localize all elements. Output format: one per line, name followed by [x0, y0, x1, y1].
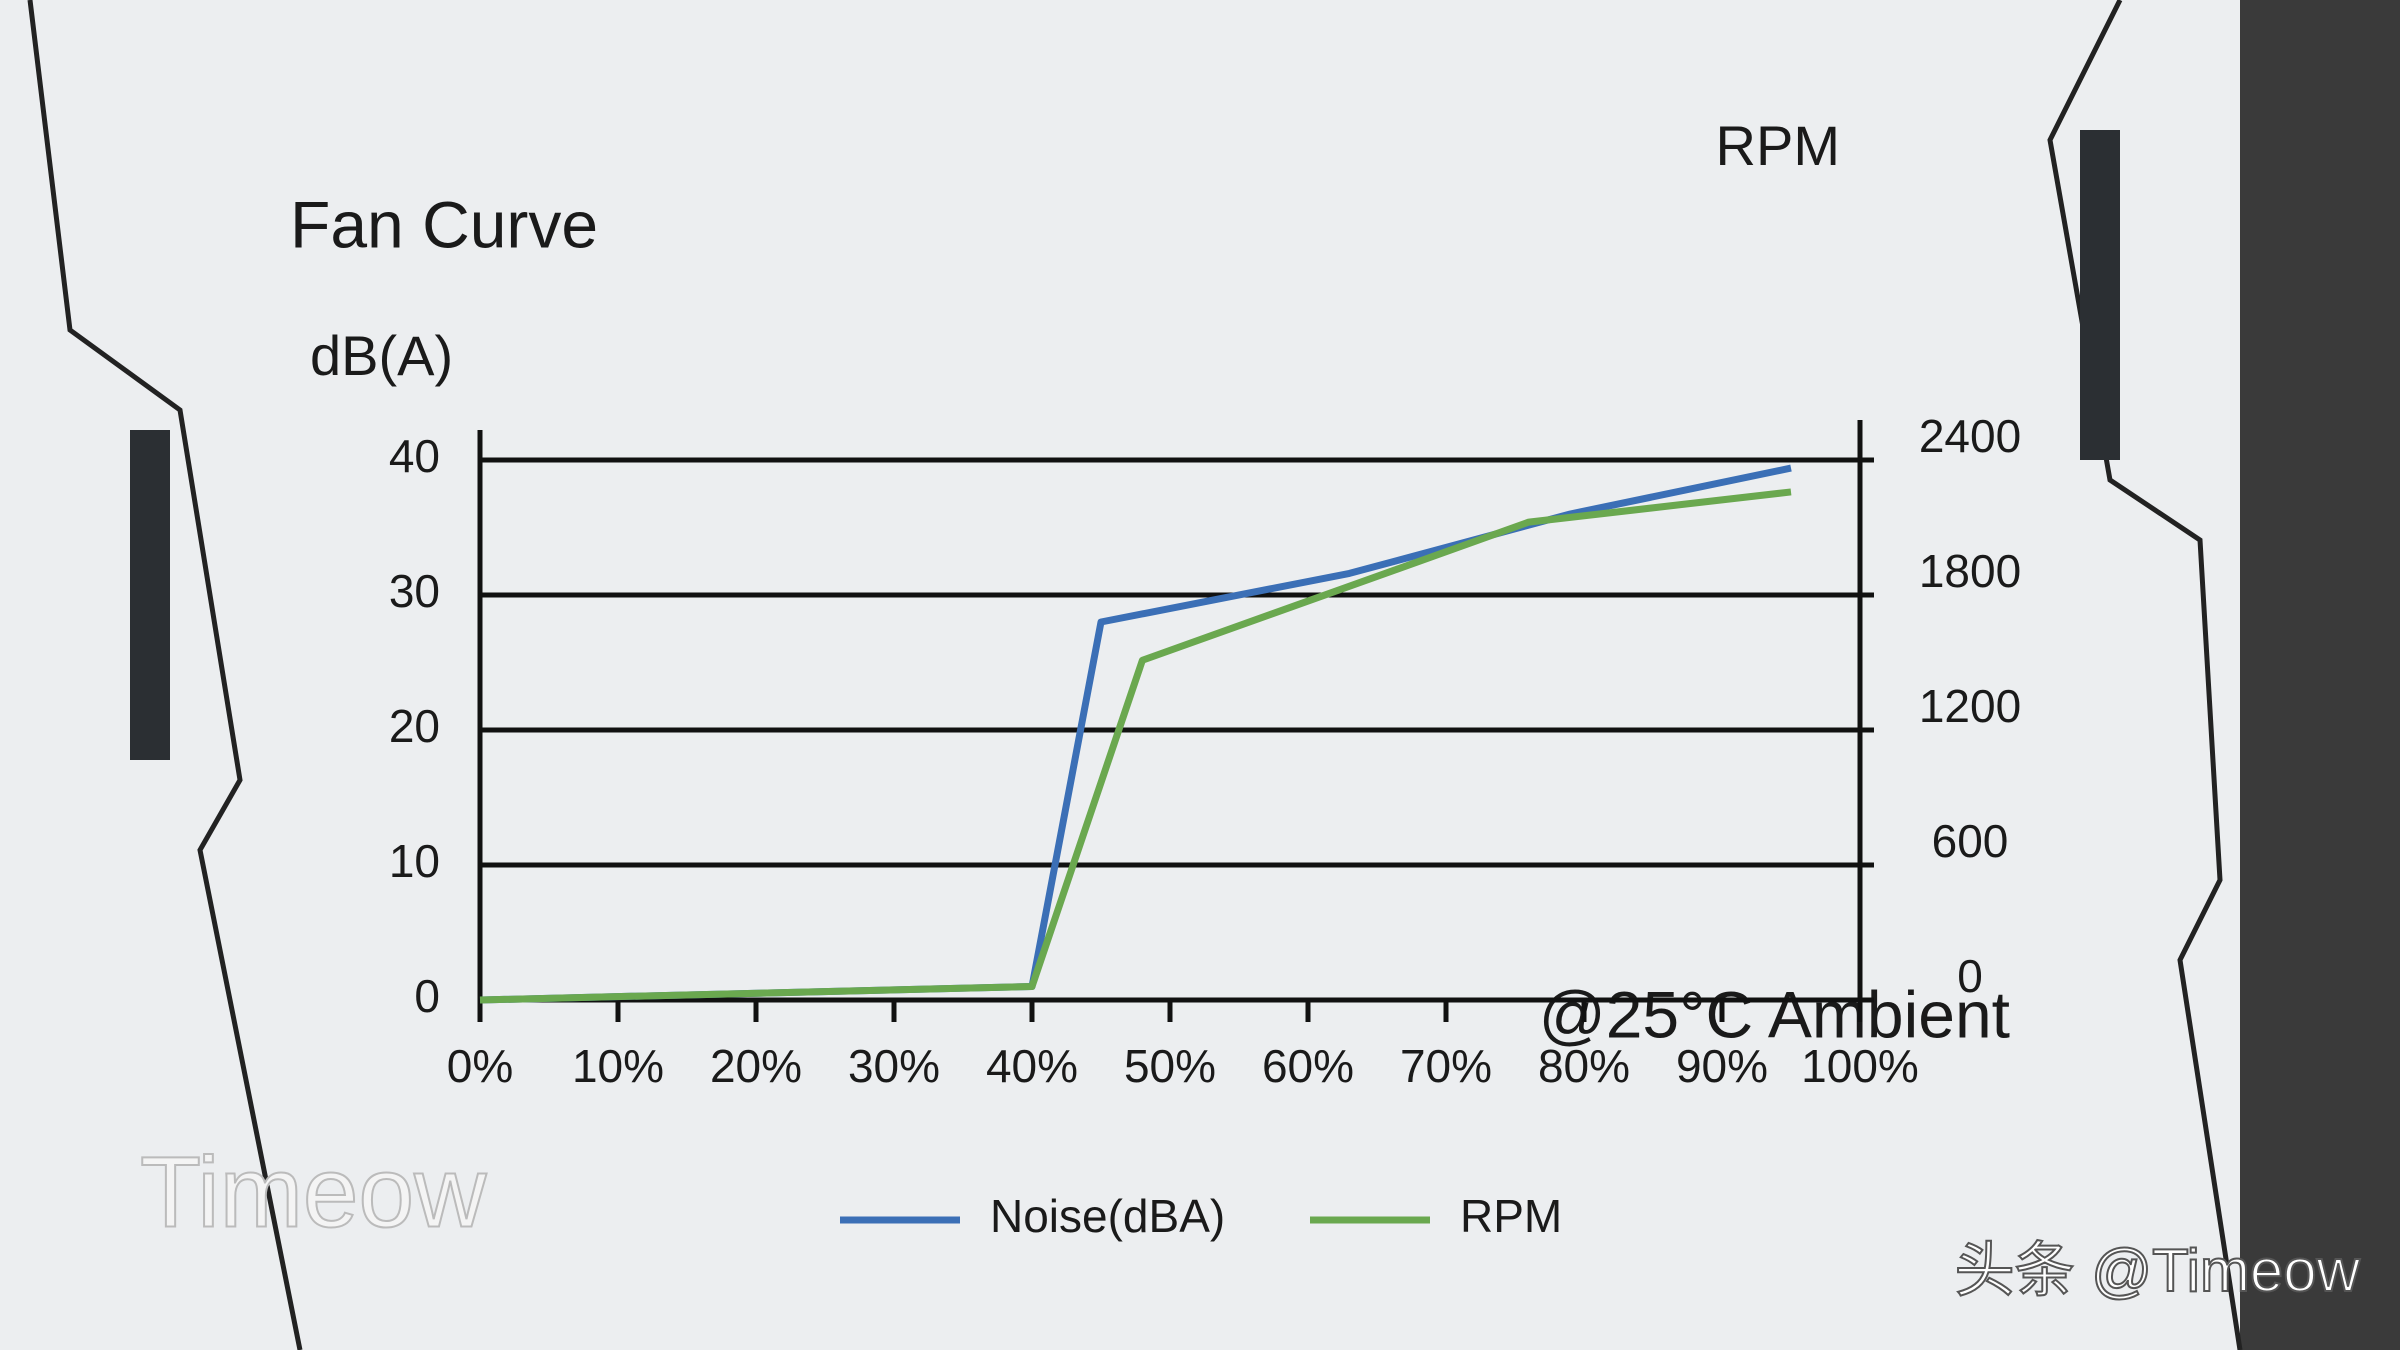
- x-tick-label: 60%: [1262, 1040, 1354, 1092]
- y-tick-label: 10: [389, 835, 440, 887]
- y2-tick-label: 0: [1957, 950, 1983, 1002]
- y-tick-label: 0: [414, 970, 440, 1022]
- box-border: [2047, 0, 2243, 1350]
- chart-title: Fan Curve: [290, 187, 598, 261]
- y-tick-label: 40: [389, 430, 440, 482]
- x-tick-label: 20%: [710, 1040, 802, 1092]
- y-tick-label: 30: [389, 565, 440, 617]
- x-tick-label: 10%: [572, 1040, 664, 1092]
- y-tick-label: 20: [389, 700, 440, 752]
- annotation: @25°C Ambient: [1539, 977, 2010, 1051]
- x-tick-label: 90%: [1676, 1040, 1768, 1092]
- watermark: Timeow: [140, 1136, 487, 1248]
- legend-label: RPM: [1460, 1190, 1562, 1242]
- box-border: [27, 0, 303, 1350]
- x-tick-label: 30%: [848, 1040, 940, 1092]
- box-decor: [130, 430, 170, 760]
- x-tick-label: 50%: [1124, 1040, 1216, 1092]
- y2-tick-label: 1800: [1919, 545, 2021, 597]
- y2-tick-label: 1200: [1919, 680, 2021, 732]
- y2-tick-label: 2400: [1919, 410, 2021, 462]
- box-decor: [2080, 130, 2120, 460]
- legend-label: Noise(dBA): [990, 1190, 1225, 1242]
- series-line: [479, 488, 1792, 1004]
- y-axis-title: dB(A): [310, 324, 453, 387]
- x-tick-label: 80%: [1538, 1040, 1630, 1092]
- x-tick-label: 70%: [1400, 1040, 1492, 1092]
- x-tick-label: 40%: [986, 1040, 1078, 1092]
- watermark: 头条 @Timeow: [1955, 1237, 2361, 1304]
- box-edge: [2240, 0, 2400, 1350]
- y2-tick-label: 600: [1932, 815, 2009, 867]
- x-tick-label: 100%: [1801, 1040, 1919, 1092]
- x-tick-label: 0%: [447, 1040, 513, 1092]
- y2-axis-title: RPM: [1716, 114, 1840, 177]
